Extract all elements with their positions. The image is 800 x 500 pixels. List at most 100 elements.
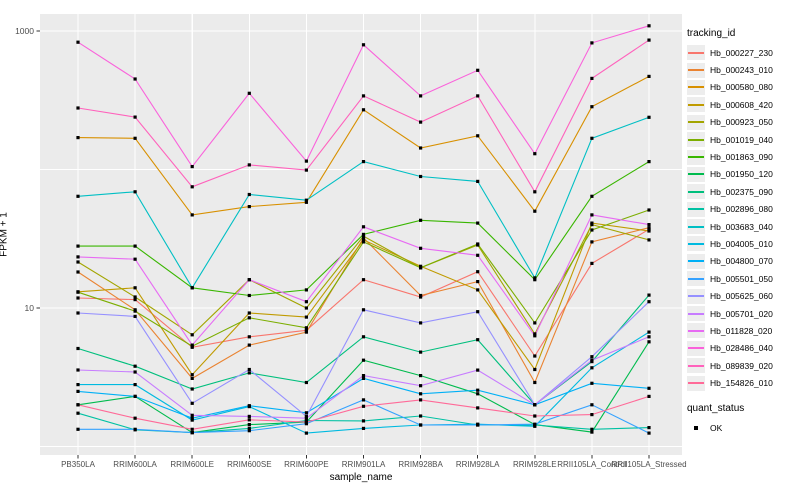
data-point [361,278,366,282]
data-point [361,335,366,339]
data-point [590,358,594,362]
legend-key [687,114,705,130]
data-point [476,242,480,246]
data-point [647,300,651,304]
data-point [647,226,651,230]
legend-entries: Hb_000227_230 Hb_000243_010 Hb_000580_080 H… [687,44,773,392]
data-point [133,370,137,374]
data-point [247,426,251,430]
legend-key [687,375,705,391]
data-point [533,380,537,385]
data-point [476,179,480,183]
data-point [647,160,651,164]
legend-entry: Hb_028486_040 [687,340,773,357]
data-point [304,200,308,204]
data-point [361,374,366,378]
data-point [76,427,80,431]
data-point [76,411,80,415]
data-point [419,384,423,388]
data-point [419,246,423,250]
legend-ok-key [687,420,705,435]
data-point [361,236,366,240]
data-point [533,422,537,426]
data-point [76,106,80,110]
data-point [190,401,194,405]
data-point [190,165,194,169]
data-point [476,406,480,410]
data-point [419,423,423,427]
data-point [533,276,537,280]
data-point [533,209,537,213]
legend-key [687,271,705,287]
legend-key [687,219,705,235]
data-point [76,389,80,393]
x-tick-label: RRIM928LE [513,460,557,469]
data-point [647,386,651,390]
data-point [419,414,423,418]
data-point [476,338,480,342]
legend-entry-label: Hb_000608_420 [710,99,773,110]
legend-entry-ok: OK [687,419,773,436]
legend-entry: Hb_005701_020 [687,305,773,322]
data-point [419,398,423,402]
data-point [590,76,594,80]
legend-key-line-icon [688,51,704,54]
y-tick-label: 10 [25,303,35,313]
data-point [533,354,537,358]
data-point [247,371,251,375]
data-point [590,223,594,227]
legend: tracking_id Hb_000227_230 Hb_000243_010 Hb… [687,28,773,436]
data-point [476,423,480,427]
data-point [590,105,594,109]
data-point [304,431,308,435]
data-point [247,192,251,197]
x-tick-label: RRIM928BA [398,460,443,469]
data-point [304,380,308,385]
legend-key-line-icon [688,382,704,385]
data-point [647,335,651,339]
data-point [247,205,251,209]
legend-key [687,97,705,113]
data-point [247,278,251,282]
data-point [76,194,80,198]
data-point [247,423,251,427]
data-point [133,190,137,194]
legend-entry: Hb_005625_060 [687,287,773,304]
data-point [361,376,366,380]
legend-key [687,79,705,95]
legend-key [687,45,705,61]
data-point [133,136,137,140]
data-point [304,288,308,292]
legend-entry: Hb_005501_050 [687,270,773,287]
data-point [76,244,80,248]
data-point [590,403,594,407]
legend-title-tracking-id: tracking_id [687,28,736,39]
data-point [533,278,537,282]
data-point [133,314,137,318]
data-point [647,208,651,212]
data-point [647,340,651,344]
data-point [419,218,423,222]
x-tick-label: RRII105LA_Control [557,460,627,469]
legend-entry: Hb_089839_020 [687,357,773,374]
legend-key [687,358,705,374]
legend-entry-label: Hb_000227_230 [710,47,773,58]
data-point [304,420,308,424]
data-point [76,270,80,274]
legend-entry-label: Hb_002375_090 [710,186,773,197]
legend-entry-label: Hb_005701_020 [710,308,773,319]
data-point [476,288,480,292]
legend-entry-label: Hb_001863_090 [710,152,773,163]
legend-entry: Hb_001950_120 [687,166,773,183]
data-point [190,413,194,417]
data-point [361,404,366,408]
data-point [476,68,480,72]
data-point [419,350,423,354]
data-point [133,77,137,81]
data-point [304,328,308,332]
data-point [76,296,80,300]
legend-entry-label: Hb_003683_040 [710,221,773,232]
legend-entry-label: Hb_001019_040 [710,134,773,145]
data-point [247,91,251,95]
data-point [647,38,651,42]
